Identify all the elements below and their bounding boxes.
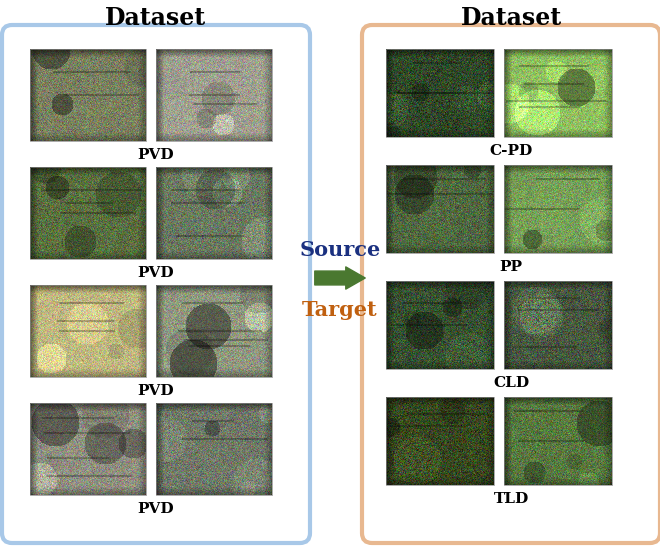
- Text: PP: PP: [500, 260, 523, 274]
- FancyBboxPatch shape: [362, 25, 660, 543]
- Bar: [504, 281, 612, 369]
- Text: PVD: PVD: [138, 384, 174, 398]
- Bar: [504, 165, 612, 253]
- Bar: [386, 397, 494, 485]
- Bar: [30, 403, 146, 495]
- Bar: [30, 167, 146, 259]
- Text: PVD: PVD: [138, 266, 174, 280]
- Bar: [386, 49, 494, 137]
- Bar: [504, 49, 612, 137]
- Bar: [156, 49, 272, 141]
- Bar: [30, 285, 146, 377]
- Text: C-PD: C-PD: [489, 144, 533, 158]
- Text: Dataset: Dataset: [461, 6, 562, 30]
- Bar: [156, 403, 272, 495]
- Bar: [504, 397, 612, 485]
- Text: Target: Target: [302, 300, 378, 320]
- Bar: [156, 167, 272, 259]
- Bar: [386, 281, 494, 369]
- Text: PVD: PVD: [138, 502, 174, 516]
- Text: PVD: PVD: [138, 148, 174, 162]
- Text: Dataset: Dataset: [106, 6, 207, 30]
- Bar: [30, 49, 146, 141]
- Bar: [156, 285, 272, 377]
- Text: CLD: CLD: [493, 376, 529, 390]
- FancyArrowPatch shape: [315, 267, 365, 289]
- Text: Source: Source: [300, 240, 381, 260]
- Text: TLD: TLD: [494, 492, 529, 506]
- Bar: [386, 165, 494, 253]
- FancyBboxPatch shape: [2, 25, 310, 543]
